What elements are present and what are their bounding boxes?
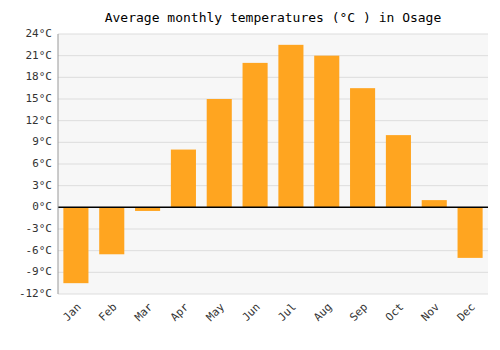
x-tick-label: May: [204, 300, 228, 324]
grid-line: [58, 120, 488, 121]
y-tick-label: 0°C: [32, 200, 52, 213]
y-grid: [58, 34, 488, 294]
bar: [243, 63, 268, 207]
bar: [386, 135, 411, 207]
y-tick-label: 9°C: [32, 135, 52, 148]
y-tick-label: 6°C: [32, 157, 52, 170]
y-tick-labels: -12°C -9°C -6°C -3°C 0°C 3°C 6°C 9°C 12°C 15°C 18°…: [19, 27, 52, 300]
y-tick-label: 18°C: [26, 70, 53, 83]
grid-line: [58, 294, 488, 295]
bar: [99, 207, 124, 254]
x-tick-label: Nov: [419, 300, 443, 324]
bar: [458, 207, 483, 258]
plot-background: [58, 34, 488, 294]
bar: [350, 88, 375, 207]
grid-line: [58, 185, 488, 186]
x-tick-label: Jul: [275, 301, 298, 324]
baseline: [58, 207, 488, 209]
chart-svg: -12°C -9°C -6°C -3°C 0°C 3°C 6°C 9°C 12°C 15°C 18°…: [0, 0, 500, 350]
chart-container: -12°C -9°C -6°C -3°C 0°C 3°C 6°C 9°C 12°C 15°C 18°…: [0, 0, 500, 350]
bar: [207, 99, 232, 207]
x-tick-label: Jan: [60, 301, 83, 324]
x-tick-label: Feb: [96, 301, 119, 324]
grid-line: [58, 34, 488, 35]
x-tick-label: Sep: [347, 301, 370, 324]
grid-line: [58, 142, 488, 143]
y-tick-label: 21°C: [26, 49, 53, 62]
x-tick-label: Mar: [132, 300, 156, 324]
bar: [63, 207, 88, 283]
y-tick-label: -3°C: [26, 222, 53, 235]
y-tick-label: 3°C: [32, 179, 52, 192]
x-tick-labels: Jan Feb Mar Apr May Jun Jul Aug Sep Oct Nov Dec: [60, 300, 477, 324]
y-tick-label: 15°C: [26, 92, 53, 105]
y-tick-label: -9°C: [26, 265, 53, 278]
grid-line: [58, 164, 488, 165]
y-tick-label: 24°C: [26, 27, 53, 40]
x-tick-label: Aug: [311, 301, 334, 324]
grid-line: [58, 77, 488, 78]
grid-line: [58, 99, 488, 100]
bars: [63, 45, 482, 283]
bar: [314, 56, 339, 208]
y-axis-line: [58, 34, 59, 294]
x-tick-label: Dec: [455, 301, 478, 324]
title: Average monthly temperatures (°C ) in Os…: [105, 10, 442, 25]
grid-line: [58, 207, 488, 208]
bar: [171, 150, 196, 208]
x-tick-label: Oct: [383, 301, 406, 324]
y-tick-label: -6°C: [26, 244, 53, 257]
grid-line: [58, 272, 488, 273]
y-tick-label: -12°C: [19, 287, 52, 300]
y-tick-label: 12°C: [26, 114, 53, 127]
bar: [422, 200, 447, 207]
x-tick-label: Apr: [168, 300, 192, 324]
bar: [278, 45, 303, 208]
x-tick-label: Jun: [240, 301, 263, 324]
grid-line: [58, 55, 488, 56]
